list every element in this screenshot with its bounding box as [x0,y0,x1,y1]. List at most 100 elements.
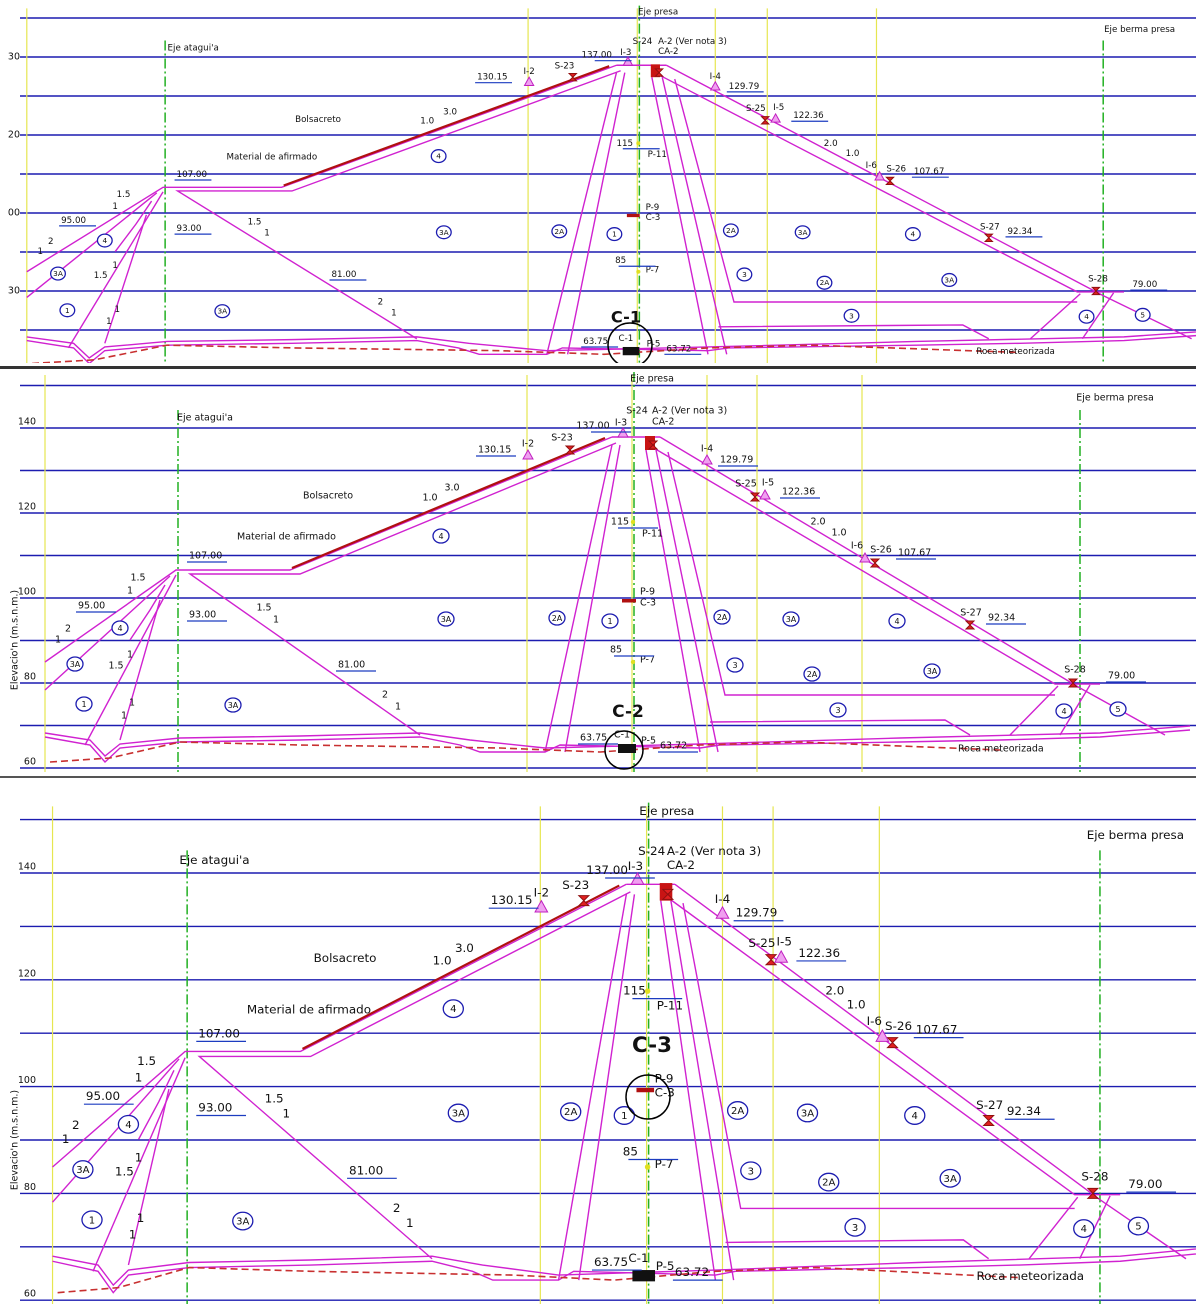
drawing-label: 115 [616,139,633,149]
zone-label: 1 [81,700,86,709]
bolsacreto-layer [291,436,606,570]
zone-circle [803,666,821,682]
zone-boundary [564,444,621,753]
drawing-label: Roca meteorizada [958,744,1044,755]
zone-circle [59,303,76,318]
drawing-label: 92.34 [988,613,1015,624]
zone-label: 4 [102,236,107,245]
zone-label: 4 [912,1111,918,1122]
zone-circle [1073,1219,1095,1239]
drawing-label: 3.0 [455,941,474,955]
drawing-label: 130.15 [491,893,533,907]
instrument-p9 [636,1087,655,1093]
inclinometer [759,488,771,500]
drawing-label: 92.34 [1007,1104,1041,1118]
drawing-label: 3.0 [444,483,459,494]
zone-boundary [114,200,153,252]
zone-circle [782,611,800,627]
drawing-label: S-28 [1064,665,1086,676]
drawing-label: P-7 [646,265,660,275]
drawing-label: S-26 [870,545,892,556]
drawing-label: 1.5 [130,573,145,584]
zone-label: 3A [798,228,808,237]
elevation-label: 30 [8,52,20,63]
zone-boundary [566,72,626,355]
zone-circle [923,663,941,679]
drawing-label: 1 [62,1132,70,1146]
elevation-label: 140 [18,862,36,873]
drawing-label: P-5 [641,736,656,747]
zone-boundary [119,599,161,741]
zone-boundary [187,442,617,736]
zone-circle [736,267,753,282]
zone-circle [941,272,958,288]
section-panel: Eje presa Eje atagui'a Eje berma presa 137.… [8,5,1196,363]
bolsacreto-layer [301,884,620,1050]
drawing-label: S-28 [1081,1170,1108,1184]
zone-boundary [645,449,701,753]
drawing-label: 1 [129,698,135,709]
settlement-marker [749,492,761,502]
drawing-label: I-2 [522,439,534,450]
zone-boundary [725,1239,990,1260]
zone-label: 4 [894,617,899,626]
weathered-rock [57,1266,1020,1294]
zone-label: 3 [732,661,737,670]
drawing-label: 1 [121,711,127,722]
drawing-label: I-3 [628,859,643,873]
section-panel: Eje presa Eje atagui'a Eje berma presa 137.… [10,802,1196,1304]
zone-circle [442,999,464,1019]
section-panel: Eje presa Eje atagui'a Eje berma presa 137.… [10,372,1196,772]
piezometer [636,141,641,146]
drawing-label: 115 [611,517,629,528]
zone-boundary [44,436,613,663]
zone-circle [75,696,93,712]
zone-boundary [682,903,1075,1210]
drawing-label: Roca meteorizada [976,347,1055,357]
zone-label: 4 [1081,1224,1087,1235]
inclinometer [701,453,713,465]
zone-circle [435,225,452,240]
zone-boundary [666,896,1121,1196]
zone-label: 4 [450,1004,456,1015]
settlement-marker [661,888,675,900]
settlement-marker [567,73,578,82]
zone-circle [224,697,242,713]
zone-circle [613,1106,636,1125]
drawing-label: P-11 [648,150,667,160]
drawing-label: 1.5 [248,218,262,228]
drawing-label: 1 [135,1151,143,1165]
drawing-label: 3.0 [443,108,457,118]
elevation-label: 60 [24,1289,36,1300]
drawing-label: I-4 [710,72,722,82]
zone-circle [232,1211,254,1231]
section-marker: C-3 [632,1033,672,1058]
zone-circle [1055,703,1073,719]
drawing-label: 130.15 [477,73,507,83]
drawing-label: 63.72 [675,1265,709,1279]
zone-boundary [666,64,1192,340]
piezometer [644,988,651,994]
drawing-label: 1 [112,202,118,212]
settlement-marker [1091,286,1101,296]
zone-boundary [660,900,717,1281]
zone-circle [214,304,231,319]
drawing-label: 1 [38,247,44,257]
drawing-label: 95.00 [86,1089,120,1103]
drawing-label: Eje berma presa [1104,25,1175,35]
zone-label: 3A [944,1174,957,1185]
drawing-label: Material de afirmado [237,532,336,543]
zone-boundary [655,449,719,753]
drawing-label: 79.00 [1108,671,1135,682]
zone-boundary [651,77,709,355]
settlement-marker [869,558,881,568]
drawing-label: 85 [610,645,622,656]
inclinometer [522,448,534,460]
zone-circle [843,308,860,323]
zone-circle [818,1172,840,1192]
zone-boundary [84,574,177,746]
drawing-label: 1.0 [847,997,866,1011]
drawing-label: 107.00 [189,551,222,562]
zone-boundary [26,192,158,298]
drawing-label: Material de afirmado [247,1002,371,1016]
